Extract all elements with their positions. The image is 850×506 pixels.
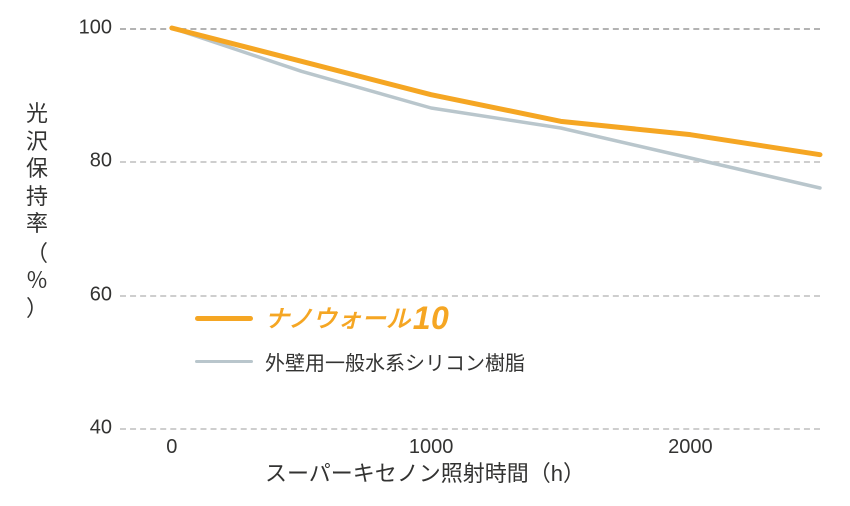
y-tick-label: 80 <box>62 150 112 173</box>
y-tick-label: 40 <box>62 417 112 440</box>
y-tick-label: 60 <box>62 283 112 306</box>
plot-area: ナノウォール10 外壁用一般水系シリコン樹脂 40608010001000200… <box>120 28 820 428</box>
x-tick-label: 1000 <box>409 436 454 459</box>
gloss-retention-chart: 光沢保持率 （％） スーパーキセノン照射時間（h） ナノウォール10 外壁用一般… <box>0 0 850 506</box>
series-line <box>172 28 820 155</box>
gridline-y <box>120 428 820 430</box>
x-tick-label: 2000 <box>668 436 713 459</box>
y-axis-title: 光沢保持率 （％） <box>26 100 48 322</box>
y-tick-label: 100 <box>62 17 112 40</box>
x-axis-title: スーパーキセノン照射時間（h） <box>0 456 850 488</box>
x-tick-label: 0 <box>166 436 177 459</box>
series-lines <box>120 28 820 428</box>
